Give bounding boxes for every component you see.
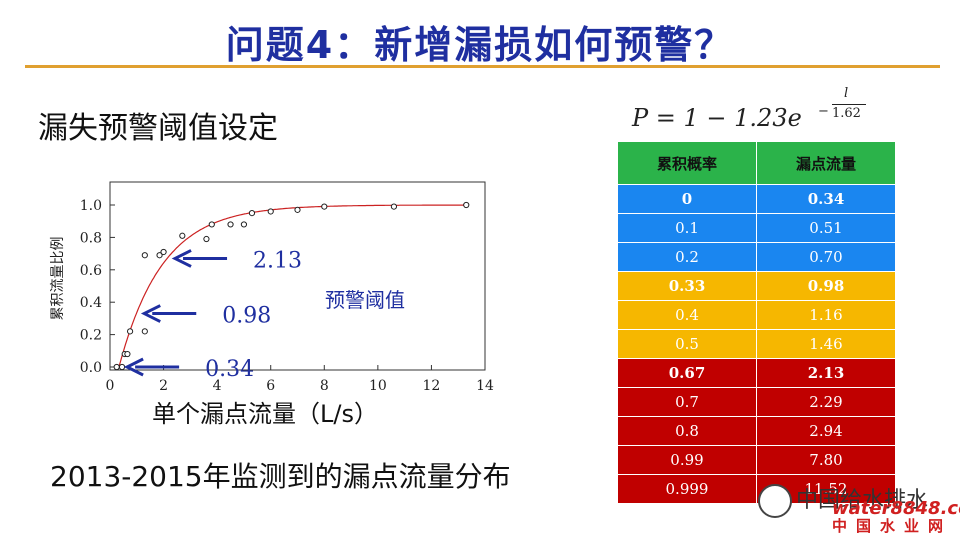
cell-probability: 0.2 <box>617 242 757 272</box>
table-row: 0.99 7.80 <box>617 445 896 475</box>
cell-flow: 0.34 <box>756 184 896 214</box>
data-point <box>113 363 120 371</box>
x-tick-label: 8 <box>320 378 329 394</box>
data-point <box>156 252 163 259</box>
watermark-brand: water8848.com <box>832 498 960 519</box>
table-header-row: 累积概率 漏点流量 <box>617 141 896 185</box>
cell-flow: 2.94 <box>756 416 896 446</box>
data-point <box>463 201 470 209</box>
watermark-text: 中国给水排水 <box>796 488 929 513</box>
threshold-note: 预警阈值 <box>325 288 405 312</box>
cell-probability: 0.67 <box>617 358 757 388</box>
cell-flow: 1.46 <box>756 329 896 359</box>
formula-fraction-bar <box>832 104 866 105</box>
x-tick-label: 12 <box>423 378 441 394</box>
data-point <box>227 221 234 228</box>
fit-formula: P = 1 − 1.23e − l 1.62 <box>632 86 892 136</box>
column-header-probability: 累积概率 <box>617 141 757 185</box>
cell-flow: 0.51 <box>756 213 896 243</box>
table-row: 0.1 0.51 <box>617 213 896 243</box>
cell-probability: 0.5 <box>617 329 757 359</box>
annotation-label: 2.13 <box>253 248 302 273</box>
cell-flow: 7.80 <box>756 445 896 475</box>
cumulative-flow-chart: 0.0 0.2 0.4 0.6 0.8 1.0 0 2 4 6 8 10 12 14 单个漏点流量（L/s）… <box>50 181 494 428</box>
cell-probability: 0.99 <box>617 445 757 475</box>
cell-flow: 0.70 <box>756 242 896 272</box>
table-row: 0.5 1.46 <box>617 329 896 359</box>
probability-flow-table: 累积概率 漏点流量 0 0.34 0.1 0.51 0.2 0.70 0.33 0.98 0.4… <box>617 141 896 504</box>
watermark: 中国给水排水 water8848.com 中国水业网 <box>752 478 960 540</box>
wechat-icon <box>758 484 792 518</box>
data-point <box>203 235 210 243</box>
data-point <box>160 248 167 256</box>
data-point <box>321 203 328 210</box>
data-point <box>240 221 248 228</box>
cell-probability: 0 <box>617 184 757 214</box>
table-row: 0.8 2.94 <box>617 416 896 446</box>
y-axis-label: 累积流量比例 <box>50 237 66 321</box>
chart-caption: 2013-2015年监测到的漏点流量分布 <box>50 460 511 493</box>
y-tick-label: 0.2 <box>80 328 102 344</box>
cell-flow: 2.29 <box>756 387 896 417</box>
x-tick-label: 4 <box>213 378 222 394</box>
column-header-flow: 漏点流量 <box>756 141 896 185</box>
cell-probability: 0.999 <box>617 474 757 504</box>
x-tick-label: 10 <box>369 378 387 394</box>
arrow-head <box>171 249 192 268</box>
annotation-label: 0.34 <box>205 357 254 382</box>
data-point <box>141 328 148 335</box>
annotation-label: 0.98 <box>222 304 271 329</box>
table-row: 0 0.34 <box>617 184 896 214</box>
cell-flow: 2.13 <box>756 358 896 388</box>
x-axis-label: 单个漏点流量（L/s） <box>152 400 378 428</box>
x-tick-label: 6 <box>266 378 275 394</box>
y-tick-label: 1.0 <box>80 198 102 214</box>
arrow-head <box>140 304 161 323</box>
arrow-head <box>123 357 144 377</box>
data-point <box>126 328 134 335</box>
formula-exp-denominator: 1.62 <box>832 106 861 121</box>
title-rule <box>25 65 940 68</box>
data-point <box>267 208 274 215</box>
cell-probability: 0.7 <box>617 387 757 417</box>
data-point <box>208 221 215 228</box>
table-row: 0.2 0.70 <box>617 242 896 272</box>
x-tick-label: 0 <box>106 378 115 394</box>
section-subtitle: 漏失预警阈值设定 <box>38 111 278 146</box>
x-tick-label: 14 <box>476 378 494 394</box>
cell-probability: 0.4 <box>617 300 757 330</box>
y-tick-label: 0.0 <box>80 360 102 376</box>
formula-exp-minus: − <box>818 104 829 119</box>
cell-probability: 0.33 <box>617 271 757 301</box>
formula-exp-numerator: l <box>844 86 849 101</box>
y-tick-label: 0.8 <box>80 230 102 246</box>
data-point <box>124 350 131 358</box>
table-row: 0.7 2.29 <box>617 387 896 417</box>
data-point <box>294 206 301 213</box>
data-point <box>141 252 148 259</box>
data-point <box>179 232 186 239</box>
table-row: 0.33 0.98 <box>617 271 896 301</box>
table-row: 0.4 1.16 <box>617 300 896 330</box>
data-point <box>390 203 398 210</box>
y-tick-label: 0.6 <box>80 263 102 279</box>
fit-curve <box>118 204 469 368</box>
cell-flow: 0.98 <box>756 271 896 301</box>
cell-flow: 1.16 <box>756 300 896 330</box>
watermark-brand-cn: 中国水业网 <box>832 517 953 535</box>
data-point <box>248 210 256 217</box>
y-tick-label: 0.4 <box>80 295 102 311</box>
cell-probability: 0.8 <box>617 416 757 446</box>
formula-main: P = 1 − 1.23e <box>632 104 802 132</box>
table-row: 0.67 2.13 <box>617 358 896 388</box>
x-tick-label: 2 <box>159 378 168 394</box>
slide-title: 问题4：新增漏损如何预警？ <box>225 23 735 67</box>
plot-frame <box>109 181 486 371</box>
cell-probability: 0.1 <box>617 213 757 243</box>
